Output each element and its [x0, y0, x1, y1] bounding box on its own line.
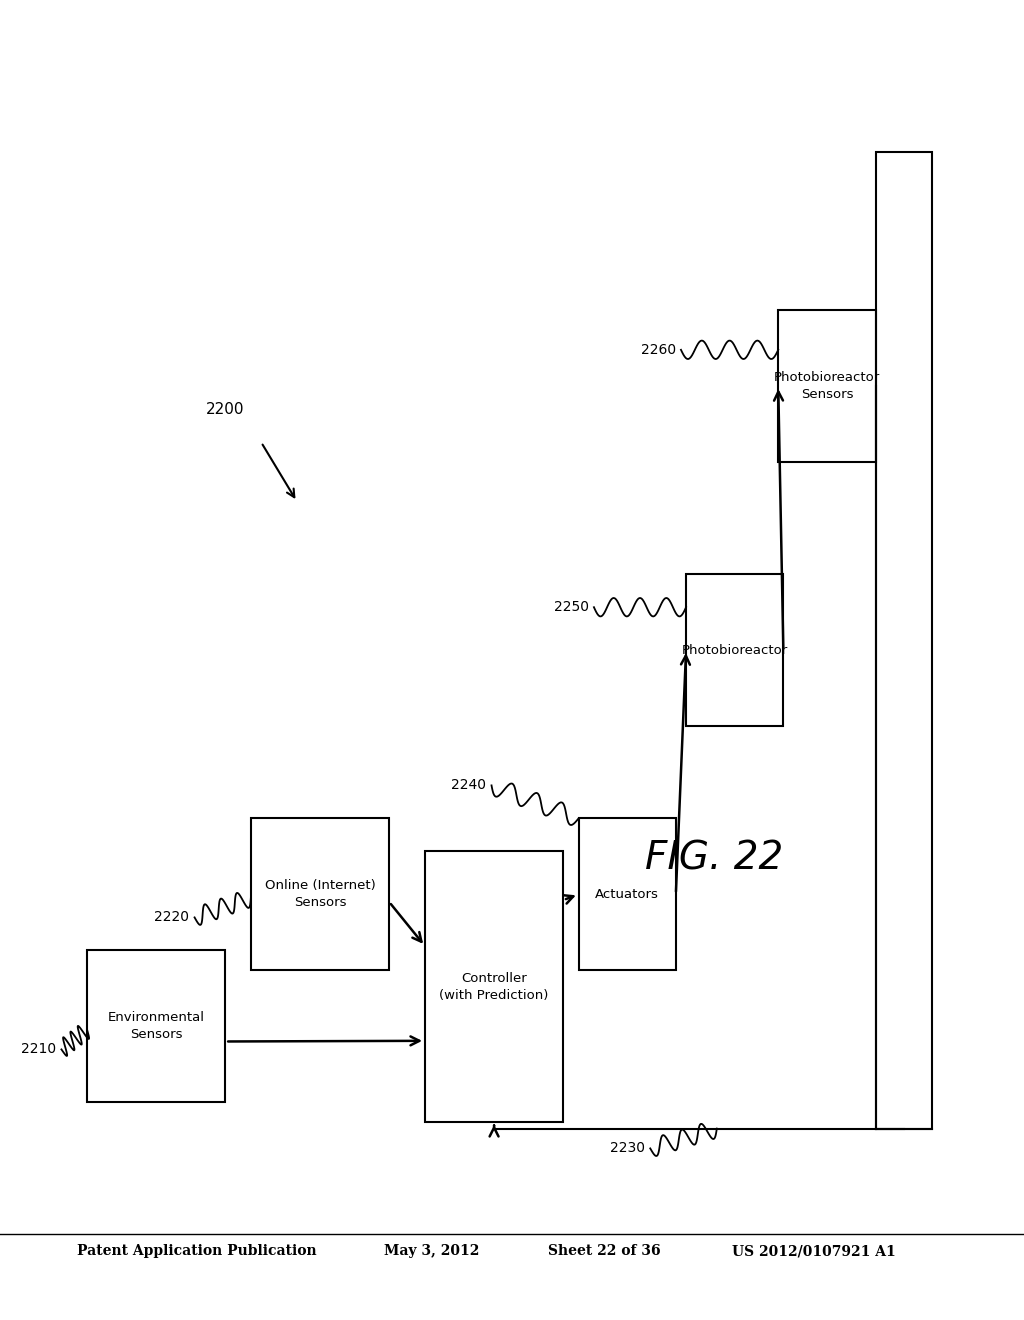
Text: 2200: 2200	[206, 401, 245, 417]
Bar	[251, 818, 389, 970]
Text: 2240: 2240	[452, 779, 486, 792]
Text: Controller
(with Prediction): Controller (with Prediction)	[439, 972, 549, 1002]
Text: US 2012/0107921 A1: US 2012/0107921 A1	[732, 1245, 896, 1258]
Text: FIG. 22: FIG. 22	[645, 840, 783, 876]
Text: 2220: 2220	[155, 911, 189, 924]
Bar	[425, 851, 563, 1122]
Text: 2210: 2210	[22, 1043, 56, 1056]
Text: Photobioreactor
Sensors: Photobioreactor Sensors	[774, 371, 880, 401]
Text: 2250: 2250	[554, 601, 589, 614]
Text: Environmental
Sensors: Environmental Sensors	[108, 1011, 205, 1041]
Text: Online (Internet)
Sensors: Online (Internet) Sensors	[264, 879, 376, 909]
Text: Patent Application Publication: Patent Application Publication	[77, 1245, 316, 1258]
Text: 2230: 2230	[610, 1142, 645, 1155]
Text: May 3, 2012: May 3, 2012	[384, 1245, 479, 1258]
Bar	[686, 574, 783, 726]
Text: Photobioreactor: Photobioreactor	[682, 644, 787, 656]
Bar	[579, 818, 676, 970]
Bar	[87, 950, 225, 1102]
Text: 2260: 2260	[641, 343, 676, 356]
Text: Sheet 22 of 36: Sheet 22 of 36	[548, 1245, 660, 1258]
Bar	[778, 310, 876, 462]
Bar	[876, 152, 932, 1129]
Text: Actuators: Actuators	[595, 888, 659, 900]
